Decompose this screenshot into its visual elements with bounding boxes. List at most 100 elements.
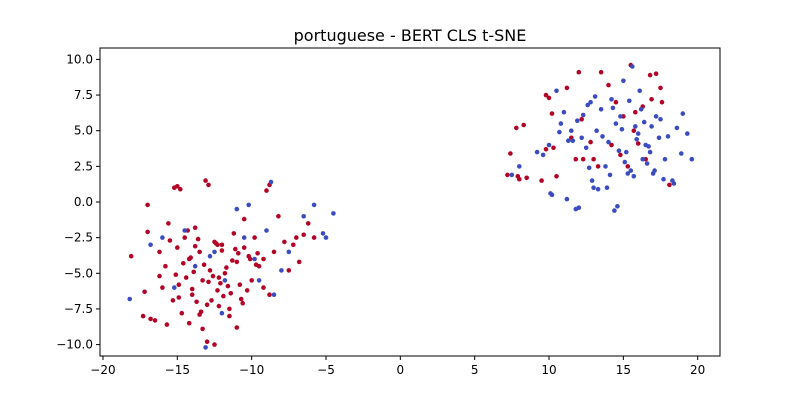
- scatter-point: [589, 178, 595, 183]
- scatter-point: [546, 142, 552, 148]
- scatter-point: [173, 272, 179, 278]
- scatter-point: [181, 261, 186, 266]
- y-tick-label: 5.0: [74, 124, 93, 138]
- scatter-point: [649, 97, 654, 102]
- scatter-point: [557, 129, 562, 135]
- scatter-point: [145, 202, 150, 208]
- scatter-point: [164, 322, 170, 327]
- scatter-point: [591, 156, 596, 162]
- scatter-point: [658, 85, 663, 91]
- scatter-point: [142, 289, 147, 295]
- scatter-point: [206, 182, 211, 188]
- scatter-point: [656, 135, 662, 141]
- scatter-point: [625, 171, 631, 176]
- scatter-point: [579, 135, 584, 141]
- scatter-point: [286, 268, 292, 273]
- scatter-point: [641, 119, 647, 125]
- x-tick-label: 0: [397, 363, 405, 377]
- y-tick-label: 0.0: [74, 195, 93, 209]
- scatter-point: [554, 174, 559, 179]
- scatter-point: [128, 253, 134, 259]
- x-tick-label: −15: [165, 363, 190, 377]
- scatter-point: [635, 141, 641, 146]
- y-tick-label: −7.5: [64, 302, 93, 316]
- scatter-point: [647, 149, 653, 155]
- x-tick-label: 20: [690, 363, 705, 377]
- scatter-point: [634, 137, 639, 142]
- scatter-point: [546, 95, 552, 101]
- scatter-point: [244, 288, 250, 293]
- scatter-point: [160, 235, 165, 240]
- scatter-point: [637, 88, 642, 94]
- scatter-point: [291, 242, 296, 248]
- scatter-point: [227, 306, 232, 312]
- scatter-point: [182, 235, 187, 240]
- scatter-point: [600, 134, 605, 139]
- scatter-point: [228, 291, 234, 296]
- scatter-point: [234, 259, 240, 265]
- scatter-point: [163, 263, 168, 269]
- scatter-point: [586, 165, 592, 171]
- scatter-point: [631, 128, 637, 133]
- scatter-point: [588, 99, 593, 105]
- scatter-point: [679, 151, 684, 156]
- x-tick-label: −20: [90, 363, 115, 377]
- scatter-point: [561, 109, 567, 115]
- y-tick-label: −5.0: [64, 266, 93, 280]
- scatter-point: [215, 242, 220, 248]
- scatter-point: [249, 278, 254, 283]
- scatter-point: [224, 265, 229, 270]
- scatter-point: [674, 125, 680, 131]
- scatter-point: [607, 172, 613, 178]
- scatter-point: [689, 156, 695, 162]
- scatter-point: [606, 82, 611, 88]
- scatter-point: [517, 164, 522, 169]
- scatter-point: [603, 164, 608, 169]
- scatter-point: [207, 268, 213, 273]
- scatter-point: [227, 313, 232, 319]
- x-tick-label: 10: [541, 363, 556, 377]
- scatter-point: [175, 184, 180, 189]
- scatter-point: [252, 235, 257, 240]
- scatter-point: [594, 128, 599, 133]
- scatter-point: [649, 124, 654, 129]
- scatter-point: [172, 285, 177, 290]
- data-points: [127, 62, 695, 350]
- scatter-point: [225, 283, 231, 289]
- scatter-point: [615, 204, 620, 209]
- scatter-point: [569, 128, 574, 133]
- scatter-point: [653, 71, 659, 76]
- scatter-point: [247, 256, 253, 262]
- scatter-point: [238, 296, 244, 302]
- scatter-point: [661, 176, 666, 182]
- scatter-point: [183, 275, 189, 280]
- scatter-point: [627, 98, 632, 104]
- scatter-point: [598, 69, 604, 75]
- scatter-point: [609, 97, 614, 102]
- scatter-point: [576, 69, 582, 75]
- y-axis: 10.0 7.5 5.0 2.5 0.0 −2.5 −5.0 −7.5 −10.0: [56, 52, 100, 352]
- scatter-point: [621, 78, 626, 84]
- scatter-point: [644, 161, 650, 166]
- scatter-point: [178, 186, 183, 192]
- y-tick-label: 7.5: [74, 88, 93, 102]
- scatter-point: [540, 152, 546, 158]
- scatter-point: [548, 191, 553, 196]
- scatter-point: [261, 256, 266, 262]
- scatter-point: [197, 312, 202, 317]
- scatter-point: [579, 117, 584, 122]
- scatter-point: [127, 296, 132, 302]
- scatter-point: [659, 99, 665, 105]
- scatter-point: [268, 179, 274, 185]
- scatter-point: [170, 298, 176, 303]
- scatter-point: [595, 164, 601, 169]
- scatter-point: [152, 318, 158, 323]
- scatter-point: [264, 188, 269, 193]
- scatter-point: [216, 275, 222, 280]
- scatter-point: [230, 258, 235, 263]
- scatter-point: [195, 236, 201, 242]
- scatter-point: [618, 114, 623, 119]
- y-tick-label: 10.0: [66, 52, 93, 66]
- scatter-point: [622, 159, 628, 165]
